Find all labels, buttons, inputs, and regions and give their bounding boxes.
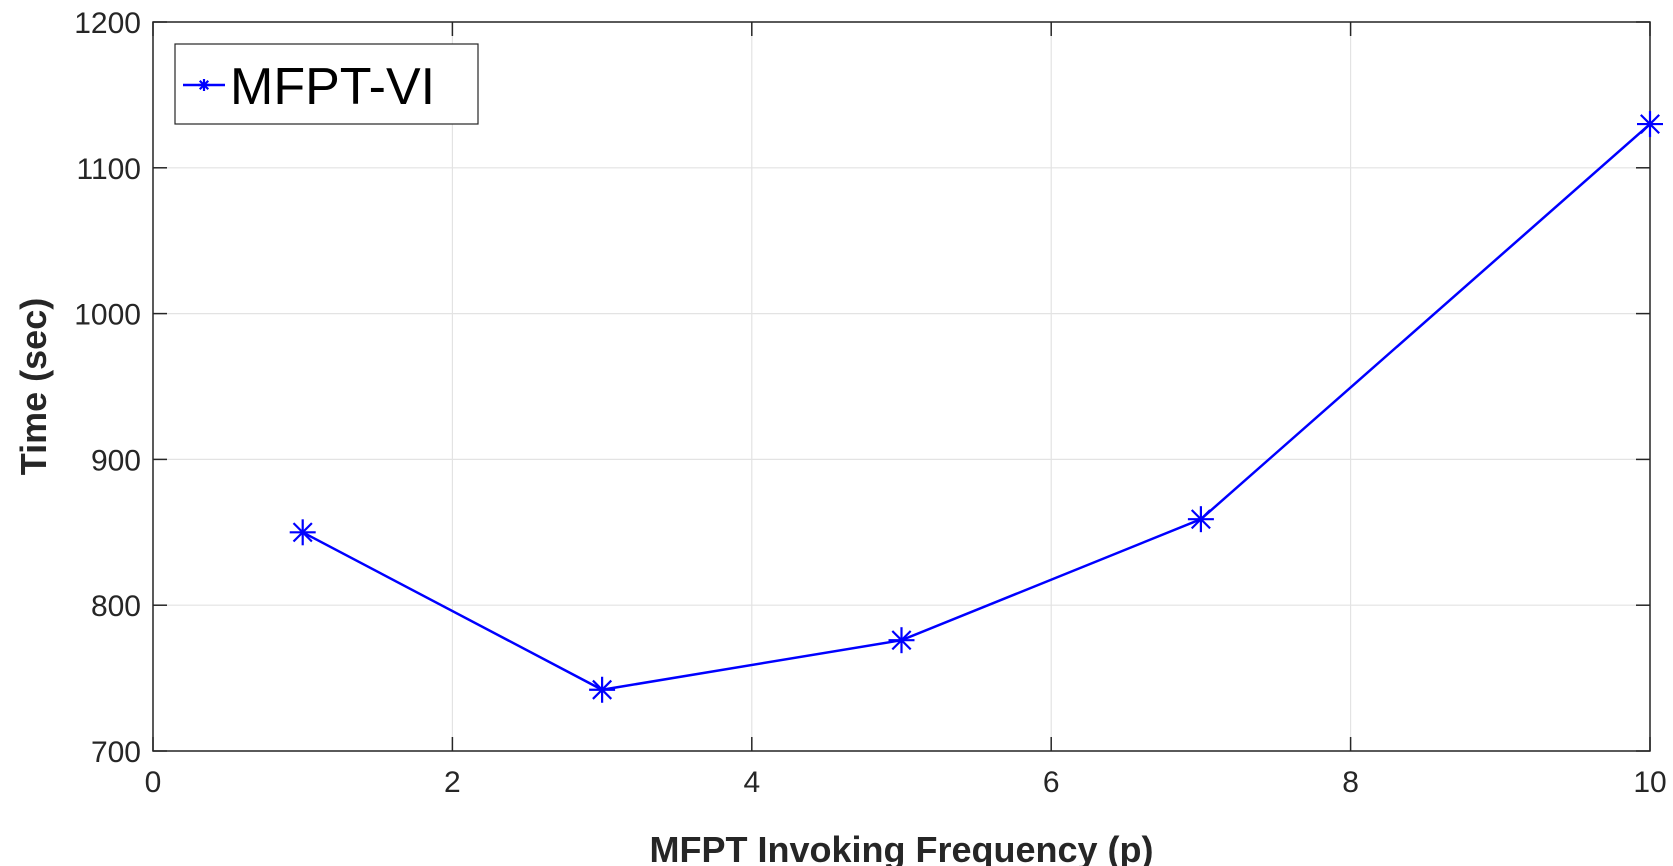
series-layer: [289, 111, 1663, 703]
data-point-marker: [589, 676, 616, 703]
legend: MFPT-VI: [174, 43, 479, 125]
y-tick-label: 800: [91, 590, 141, 623]
x-tick-label: 4: [743, 766, 760, 799]
legend-label: MFPT-VI: [230, 58, 435, 116]
y-tick-label: 1000: [74, 299, 141, 332]
y-tick-label: 1200: [74, 7, 141, 40]
x-tick-label: 2: [444, 766, 461, 799]
data-point-marker: [1187, 506, 1214, 533]
plot-area: [152, 21, 1651, 752]
x-tick-label: 10: [1633, 766, 1666, 799]
y-tick-label: 900: [91, 444, 141, 477]
legend-marker-sample: [198, 79, 210, 91]
y-tick-label: 700: [91, 736, 141, 769]
y-tick-label: 1100: [76, 153, 141, 186]
x-tick-label: 8: [1342, 766, 1359, 799]
x-tick-label: 0: [145, 766, 162, 799]
legend-box: [174, 43, 479, 125]
x-tick-label: 6: [1043, 766, 1060, 799]
legend-marker-glyph: [198, 79, 210, 91]
x-axis-title: MFPT Invoking Frequency (p): [649, 829, 1153, 866]
data-point-marker: [289, 519, 316, 546]
data-point-marker: [888, 627, 915, 654]
data-point-marker: [1637, 111, 1663, 138]
y-axis-title: Time (sec): [13, 298, 54, 475]
axis-ticks: 0 2 4 6 8 10 700 800 900 1000 1100 1200: [74, 7, 1666, 799]
